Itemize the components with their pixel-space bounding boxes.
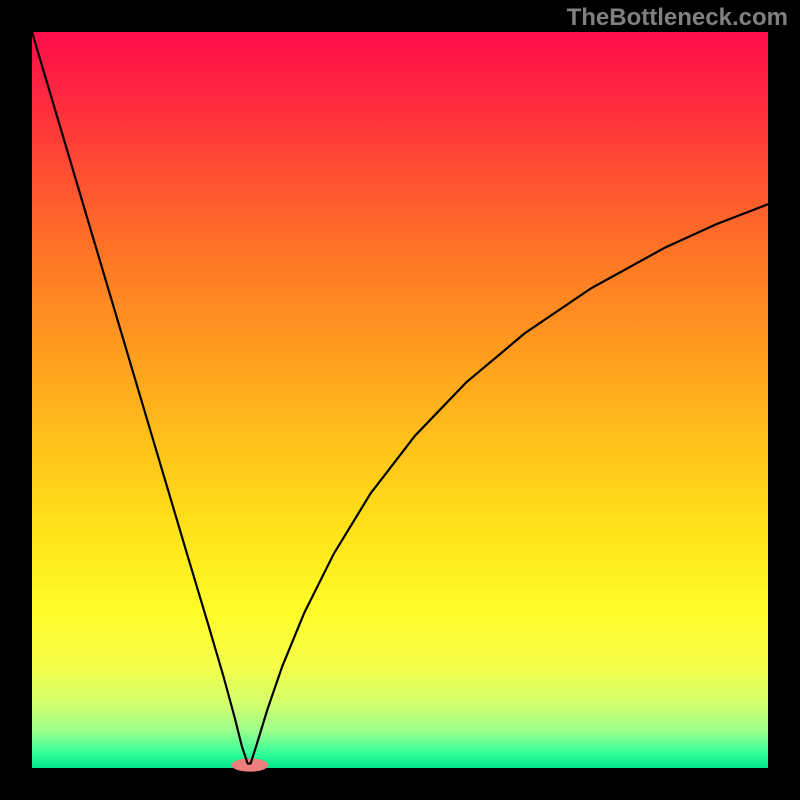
chart-container: TheBottleneck.com — [0, 0, 800, 800]
plot-area — [32, 32, 768, 768]
watermark-text: TheBottleneck.com — [567, 4, 788, 32]
